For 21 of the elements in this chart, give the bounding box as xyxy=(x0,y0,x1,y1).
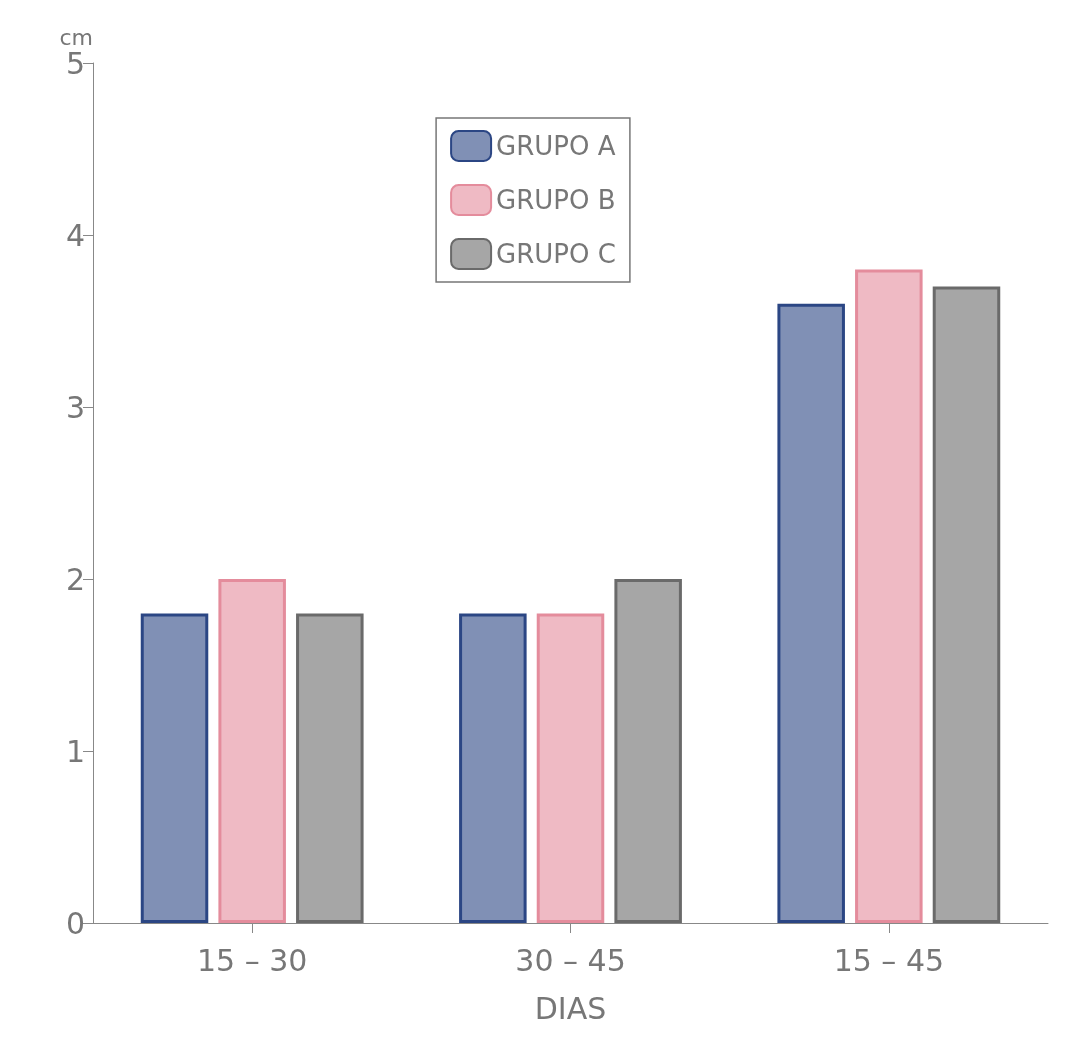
bar xyxy=(777,303,845,923)
legend-label: GRUPO C xyxy=(496,239,616,269)
x-axis-title: DIAS xyxy=(534,990,607,1026)
x-tick-label: 15 – 30 xyxy=(196,942,308,978)
bar xyxy=(855,269,923,923)
bar xyxy=(614,579,682,923)
x-tick-label: 15 – 45 xyxy=(833,942,945,978)
bar xyxy=(218,579,286,923)
legend-label: GRUPO A xyxy=(496,131,616,161)
bar xyxy=(140,613,209,923)
y-tick-label: 2 xyxy=(65,561,85,597)
y-tick-label: 3 xyxy=(65,389,85,425)
x-tick-label: 30 – 45 xyxy=(515,942,626,978)
legend-label: GRUPO B xyxy=(496,185,616,215)
y-tick-label: 4 xyxy=(65,217,85,253)
y-tick-label: 1 xyxy=(65,733,85,769)
bar xyxy=(536,613,605,923)
bar xyxy=(459,613,527,923)
y-tick-label: 0 xyxy=(65,905,85,941)
bar xyxy=(296,613,364,923)
bar xyxy=(932,286,1001,923)
